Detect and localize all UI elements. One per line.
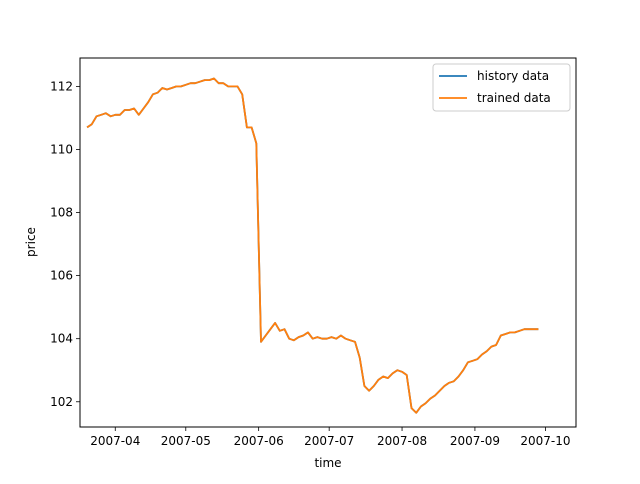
x-tick-label: 2007-08 <box>377 434 427 448</box>
legend-label-history-data: history data <box>477 69 549 83</box>
y-tick-label: 102 <box>50 395 73 409</box>
x-axis-label: time <box>314 456 341 470</box>
y-tick-label: 108 <box>50 206 73 220</box>
legend: history data trained data <box>432 63 571 112</box>
y-axis-label: price <box>24 227 38 257</box>
series-line-trained-data <box>86 77 539 414</box>
x-tick-label: 2007-07 <box>304 434 354 448</box>
x-tick-label: 2007-04 <box>90 434 140 448</box>
y-axis: 102 104 106 108 110 112 <box>50 79 80 409</box>
legend-label-trained-data: trained data <box>477 91 551 105</box>
x-tick-label: 2007-05 <box>161 434 211 448</box>
y-tick-label: 106 <box>50 269 73 283</box>
x-tick-label: 2007-06 <box>234 434 284 448</box>
x-axis: 2007-04 2007-05 2007-06 2007-07 2007-08 2007-… <box>90 427 571 448</box>
y-tick-label: 104 <box>50 332 73 346</box>
x-tick-label: 2007-09 <box>450 434 500 448</box>
y-tick-label: 112 <box>50 79 73 93</box>
x-tick-label: 2007-10 <box>520 434 570 448</box>
y-tick-label: 110 <box>50 142 73 156</box>
plot-area <box>80 58 576 427</box>
plot-frame <box>79 57 577 428</box>
legend-box <box>432 63 571 112</box>
series-layer <box>86 77 539 414</box>
